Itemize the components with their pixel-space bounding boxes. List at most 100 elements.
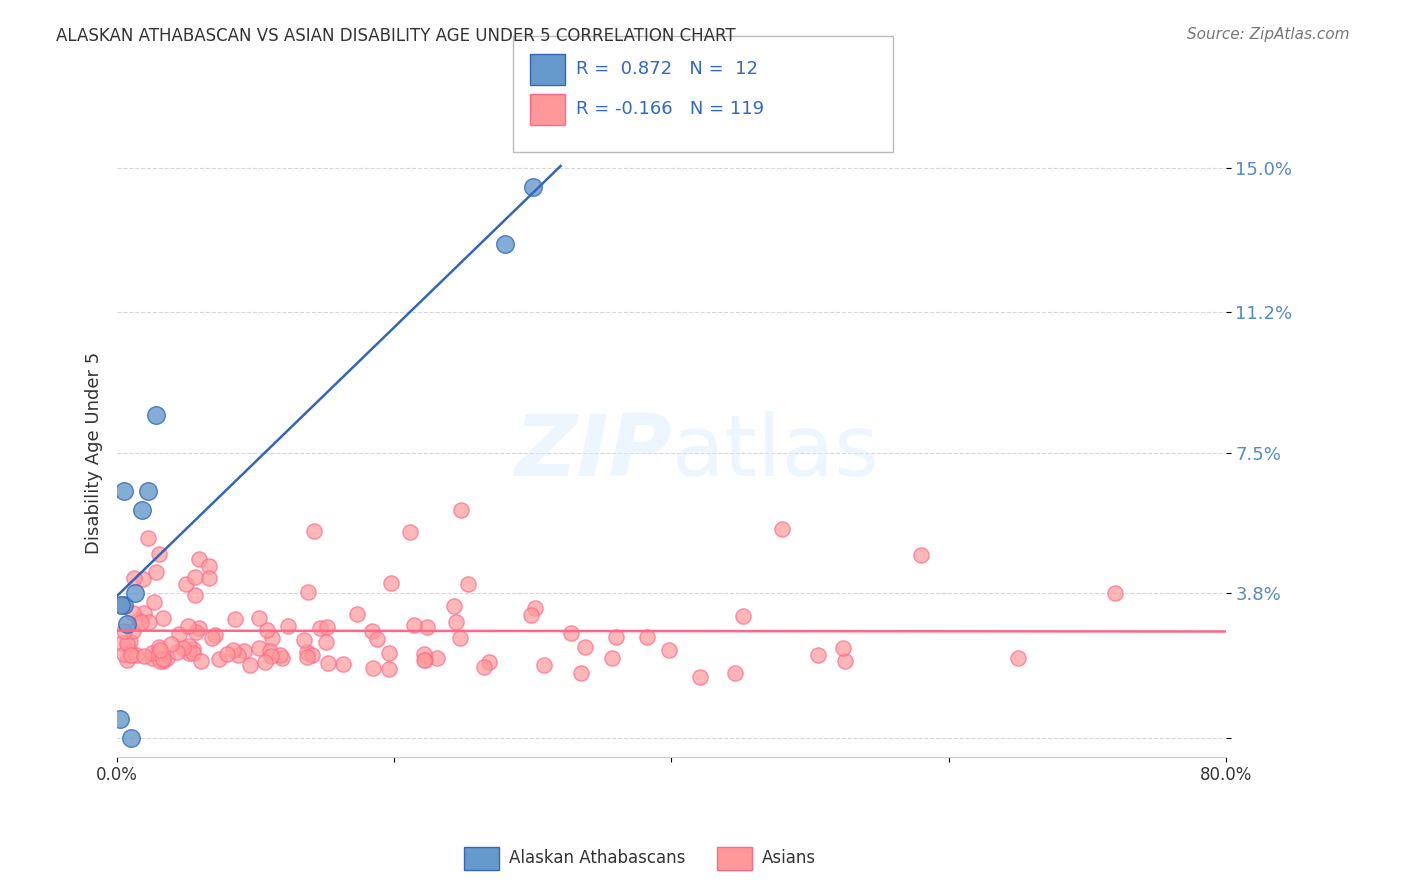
Point bbox=[115, 636, 138, 650]
Point bbox=[215, 647, 238, 661]
Point bbox=[201, 631, 224, 645]
Point bbox=[183, 570, 205, 584]
Point bbox=[110, 635, 132, 649]
Point bbox=[125, 648, 148, 662]
Point bbox=[114, 647, 136, 661]
Bar bbox=[530, 94, 565, 125]
Point bbox=[404, 618, 426, 632]
Point bbox=[346, 607, 368, 621]
Point bbox=[522, 179, 544, 194]
Point bbox=[444, 615, 467, 630]
Point bbox=[128, 613, 150, 627]
Point bbox=[416, 620, 439, 634]
Point bbox=[295, 650, 318, 665]
Point bbox=[361, 661, 384, 675]
Point bbox=[366, 632, 388, 646]
Point bbox=[807, 648, 830, 663]
Point bbox=[115, 616, 138, 631]
Point bbox=[413, 652, 436, 666]
Point bbox=[494, 236, 516, 251]
Point bbox=[152, 611, 174, 625]
Point bbox=[378, 662, 401, 676]
Point bbox=[132, 573, 155, 587]
Point bbox=[834, 654, 856, 668]
Point bbox=[122, 624, 145, 639]
Point bbox=[198, 571, 221, 585]
Point bbox=[152, 652, 174, 666]
Point bbox=[256, 623, 278, 637]
Point bbox=[450, 503, 472, 517]
Point bbox=[118, 633, 141, 648]
Point bbox=[292, 633, 315, 648]
Point bbox=[316, 657, 339, 671]
Point bbox=[120, 731, 142, 745]
Bar bbox=[464, 847, 499, 870]
Point bbox=[224, 612, 246, 626]
Point bbox=[412, 647, 434, 661]
Point bbox=[910, 548, 932, 562]
Point bbox=[232, 644, 254, 658]
Point bbox=[253, 655, 276, 669]
Point bbox=[600, 650, 623, 665]
Point bbox=[149, 654, 172, 668]
Point bbox=[277, 619, 299, 633]
Point bbox=[731, 609, 754, 624]
Point bbox=[301, 648, 323, 662]
Point bbox=[129, 615, 152, 630]
Point bbox=[377, 646, 399, 660]
Point bbox=[177, 640, 200, 654]
Point bbox=[247, 641, 270, 656]
Point bbox=[172, 640, 194, 655]
Point bbox=[177, 646, 200, 660]
Point bbox=[145, 565, 167, 579]
Point bbox=[315, 634, 337, 648]
Point bbox=[142, 595, 165, 609]
Point bbox=[426, 650, 449, 665]
Point bbox=[770, 522, 793, 536]
Text: Source: ZipAtlas.com: Source: ZipAtlas.com bbox=[1187, 27, 1350, 42]
Point bbox=[198, 558, 221, 573]
Point bbox=[174, 576, 197, 591]
Point bbox=[187, 622, 209, 636]
Point bbox=[1104, 586, 1126, 600]
Point bbox=[269, 648, 291, 662]
Point bbox=[297, 585, 319, 599]
Point bbox=[208, 652, 231, 666]
Point bbox=[149, 643, 172, 657]
Point bbox=[689, 670, 711, 684]
Point bbox=[108, 598, 131, 612]
Point bbox=[120, 648, 142, 663]
Point bbox=[160, 637, 183, 651]
Point bbox=[259, 644, 281, 658]
Point bbox=[533, 658, 555, 673]
Point bbox=[449, 632, 471, 646]
Point bbox=[111, 598, 134, 612]
Point bbox=[145, 408, 167, 422]
Point bbox=[832, 640, 855, 655]
Text: ALASKAN ATHABASCAN VS ASIAN DISABILITY AGE UNDER 5 CORRELATION CHART: ALASKAN ATHABASCAN VS ASIAN DISABILITY A… bbox=[56, 27, 735, 45]
Point bbox=[148, 547, 170, 561]
Point bbox=[226, 648, 249, 662]
Bar bbox=[530, 54, 565, 85]
Point bbox=[270, 651, 292, 665]
Point bbox=[302, 524, 325, 539]
Point bbox=[138, 531, 160, 545]
Point bbox=[380, 576, 402, 591]
Text: R = -0.166   N = 119: R = -0.166 N = 119 bbox=[576, 100, 765, 118]
Point bbox=[412, 653, 434, 667]
Point bbox=[443, 599, 465, 614]
Point bbox=[112, 598, 135, 612]
Point bbox=[181, 641, 204, 656]
Text: ZIP: ZIP bbox=[513, 411, 672, 494]
Text: Asians: Asians bbox=[762, 849, 815, 867]
Text: Alaskan Athabascans: Alaskan Athabascans bbox=[509, 849, 685, 867]
Point bbox=[112, 483, 135, 498]
Point bbox=[131, 502, 153, 516]
Point bbox=[569, 666, 592, 681]
Point bbox=[636, 630, 658, 644]
Point bbox=[184, 588, 207, 602]
FancyBboxPatch shape bbox=[513, 36, 893, 152]
Point bbox=[472, 660, 495, 674]
Point bbox=[148, 640, 170, 654]
Point bbox=[260, 648, 283, 663]
